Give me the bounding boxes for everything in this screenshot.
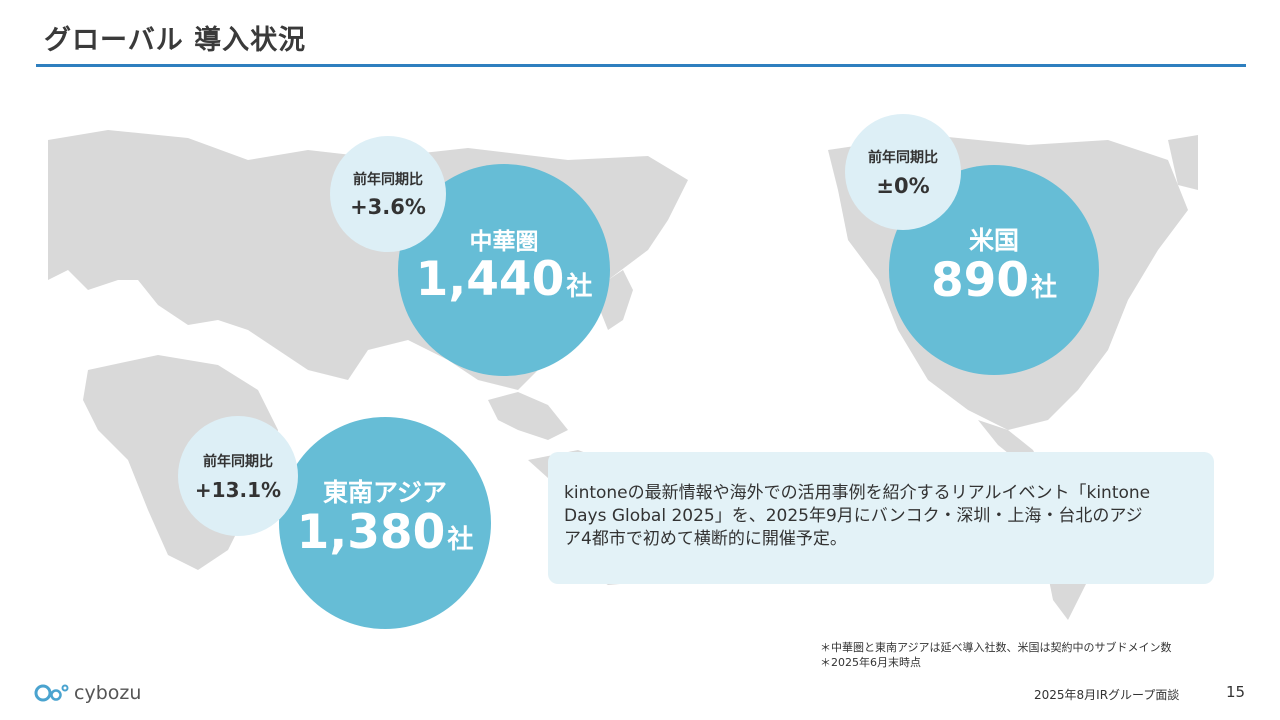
region-name: 東南アジア (322, 478, 447, 507)
footnotes: ＊中華圏と東南アジアは延べ導入社数、米国は契約中のサブドメイン数 ＊2025年6… (820, 640, 1172, 670)
info-line: Days Global 2025」を、2025年9月にバンコク・深圳・上海・台北… (564, 506, 1143, 526)
page-number: 15 (1226, 683, 1246, 701)
company-count: 1,380社 (279, 505, 491, 560)
yoy-bubble-usa: 前年同期比 ±0% (845, 114, 961, 230)
company-count: 890社 (889, 253, 1099, 308)
cybozu-logo-text: cybozu (74, 682, 142, 704)
footer-text: 2025年8月IRグループ面談 (1034, 688, 1180, 702)
yoy-bubble-sea: 前年同期比 +13.1% (178, 416, 298, 536)
yoy-bubble-china: 前年同期比 +3.6% (330, 136, 446, 252)
title-divider (36, 64, 1246, 67)
info-line: kintoneの最新情報や海外での活用事例を紹介するリアルイベント「kinton… (564, 483, 1151, 503)
event-info-box: kintoneの最新情報や海外での活用事例を紹介するリアルイベント「kinton… (548, 452, 1214, 584)
yoy-value: +13.1% (194, 478, 282, 502)
region-name: 中華圏 (469, 229, 539, 255)
info-line: ア4都市で初めて横断的に開催予定。 (564, 529, 847, 549)
count-unit: 社 (566, 272, 593, 302)
footnote: ＊中華圏と東南アジアは延べ導入社数、米国は契約中のサブドメイン数 (820, 641, 1172, 654)
region-bubble-usa: 米国 890社 (889, 165, 1099, 375)
count-unit: 社 (1031, 273, 1058, 303)
yoy-value: +3.6% (350, 195, 426, 219)
footnote: ＊2025年6月末時点 (820, 656, 921, 669)
region-bubble-sea: 東南アジア 1,380社 (279, 417, 491, 629)
count-unit: 社 (447, 525, 474, 555)
page-title: グローバル 導入状況 (44, 25, 307, 56)
count-value: 1,440 (415, 252, 565, 307)
region-name: 米国 (968, 226, 1019, 255)
count-value: 1,380 (296, 505, 446, 560)
cybozu-logo-icon (34, 684, 69, 702)
yoy-label: 前年同期比 (353, 172, 423, 188)
company-count: 1,440社 (398, 252, 610, 307)
yoy-label: 前年同期比 (868, 150, 938, 166)
yoy-value: ±0% (876, 174, 930, 198)
count-value: 890 (930, 253, 1030, 308)
yoy-label: 前年同期比 (203, 454, 273, 470)
